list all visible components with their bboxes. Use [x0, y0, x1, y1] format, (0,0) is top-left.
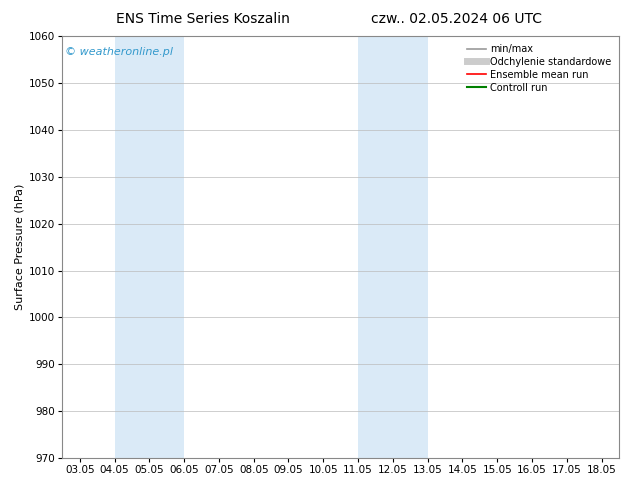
Text: © weatheronline.pl: © weatheronline.pl: [65, 47, 173, 57]
Text: ENS Time Series Koszalin: ENS Time Series Koszalin: [116, 12, 290, 26]
Text: czw.. 02.05.2024 06 UTC: czw.. 02.05.2024 06 UTC: [371, 12, 542, 26]
Bar: [358, 36, 428, 458]
Bar: [115, 36, 184, 458]
Y-axis label: Surface Pressure (hPa): Surface Pressure (hPa): [15, 184, 25, 310]
Legend: min/max, Odchylenie standardowe, Ensemble mean run, Controll run: min/max, Odchylenie standardowe, Ensembl…: [463, 41, 614, 96]
